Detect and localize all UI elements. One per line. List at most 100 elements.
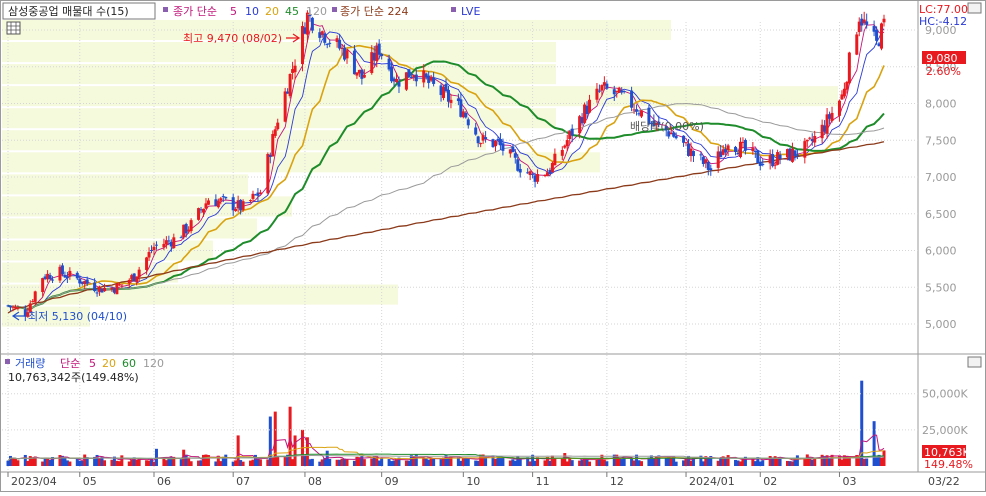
volume-bar: [16, 460, 20, 466]
candle-body: [682, 135, 686, 143]
volume-bar: [286, 454, 290, 466]
volume-bar: [352, 460, 356, 466]
volume-bar: [409, 455, 413, 466]
volume-bar: [736, 460, 740, 466]
candle-body: [716, 151, 720, 168]
grid-toggle-icon[interactable]: [6, 21, 21, 35]
price-panel-maximize-button[interactable]: [967, 2, 982, 14]
candle-body: [241, 201, 245, 210]
date-tick-label: 06: [157, 475, 171, 488]
volume-bar: [251, 459, 255, 466]
candle-body: [743, 140, 747, 151]
candle-body: [375, 45, 379, 62]
candle-body: [286, 91, 290, 94]
candle-body: [808, 137, 812, 139]
volume-legend-label: 거래량: [15, 357, 45, 370]
volume-ma-period-60: 60: [122, 357, 136, 370]
ma-period-45: 45: [285, 5, 299, 18]
volume-bar: [553, 458, 557, 466]
hc-label: HC:-4.12: [919, 15, 967, 28]
candle-body: [130, 275, 134, 280]
candle-body: [840, 94, 844, 100]
volume-bar: [674, 461, 678, 466]
candle-body: [343, 47, 347, 60]
candle-body: [169, 241, 173, 247]
low-annotation-arrow: [11, 311, 26, 321]
volume-bar: [293, 435, 297, 466]
candle-body: [189, 220, 193, 232]
volume-bar: [169, 457, 173, 466]
candle-body: [276, 122, 280, 130]
title-box[interactable]: [2, 2, 156, 20]
volume-bar: [308, 459, 312, 466]
volume-bar: [652, 458, 656, 466]
candle-body: [184, 223, 188, 234]
volume-bar: [639, 461, 643, 466]
candle-body: [414, 74, 418, 82]
candle-body: [206, 200, 210, 205]
candle-body: [68, 270, 72, 277]
volume-bar: [78, 460, 82, 466]
candle-body: [137, 269, 141, 278]
volume-bar: [258, 459, 262, 466]
volume-bar: [724, 458, 728, 466]
candle-body: [167, 240, 171, 242]
candle-body: [657, 121, 661, 125]
candle-body: [397, 81, 401, 87]
volume-bar: [491, 455, 495, 466]
volume-bar: [103, 460, 107, 466]
volume-bar: [756, 457, 760, 466]
candle-body: [249, 200, 253, 202]
candle-body: [266, 154, 270, 194]
volume-bar: [738, 461, 742, 466]
volume-bar: [46, 457, 50, 466]
candle-body: [239, 199, 243, 211]
candle-body: [103, 287, 107, 292]
candle-body: [41, 278, 45, 293]
volume-bar: [768, 456, 772, 466]
candle-body: [857, 21, 861, 33]
candle-body: [813, 135, 817, 143]
candle-body: [565, 140, 569, 147]
candle-body: [377, 43, 381, 55]
last-price: 9,080: [926, 52, 958, 65]
volume-bar: [273, 411, 277, 466]
volume-bar: [147, 460, 151, 466]
volume-bar: [508, 460, 512, 466]
volume-bar: [543, 460, 547, 466]
volume-bar: [778, 458, 782, 466]
volume-bar: [632, 460, 636, 466]
volume-bar: [414, 454, 418, 466]
volume-bar: [380, 458, 384, 466]
volume-bar: [422, 458, 426, 466]
candle-body: [320, 31, 324, 35]
candle-body: [751, 148, 755, 152]
volume-bar: [860, 380, 864, 466]
volume-bar: [570, 460, 574, 466]
price-tick-label: 8,000: [925, 98, 957, 111]
candle-body: [11, 306, 15, 308]
candle-body: [719, 151, 723, 158]
volume-bar: [236, 435, 240, 466]
candle-body: [231, 197, 235, 211]
volume-bar: [825, 455, 829, 466]
price-tick-label: 5,000: [925, 318, 957, 331]
volume-bar: [847, 456, 851, 466]
ma-legend-label: 종가 단순: [173, 5, 217, 18]
volume-bar: [620, 459, 624, 466]
volume-panel-maximize-button[interactable]: [967, 356, 982, 368]
volume-legend-swatch: [5, 359, 10, 364]
candle-body: [325, 43, 329, 45]
volume-bar: [412, 455, 416, 466]
volume-bar: [719, 457, 723, 466]
volume-bar: [456, 457, 460, 466]
volume-bar: [548, 460, 552, 466]
candle-body: [654, 123, 658, 125]
candle-body: [60, 265, 64, 275]
candle-body: [639, 110, 643, 117]
candle-body: [595, 88, 599, 100]
candle-body: [617, 87, 621, 93]
candle-body: [335, 38, 339, 43]
volume-bar: [249, 460, 253, 466]
